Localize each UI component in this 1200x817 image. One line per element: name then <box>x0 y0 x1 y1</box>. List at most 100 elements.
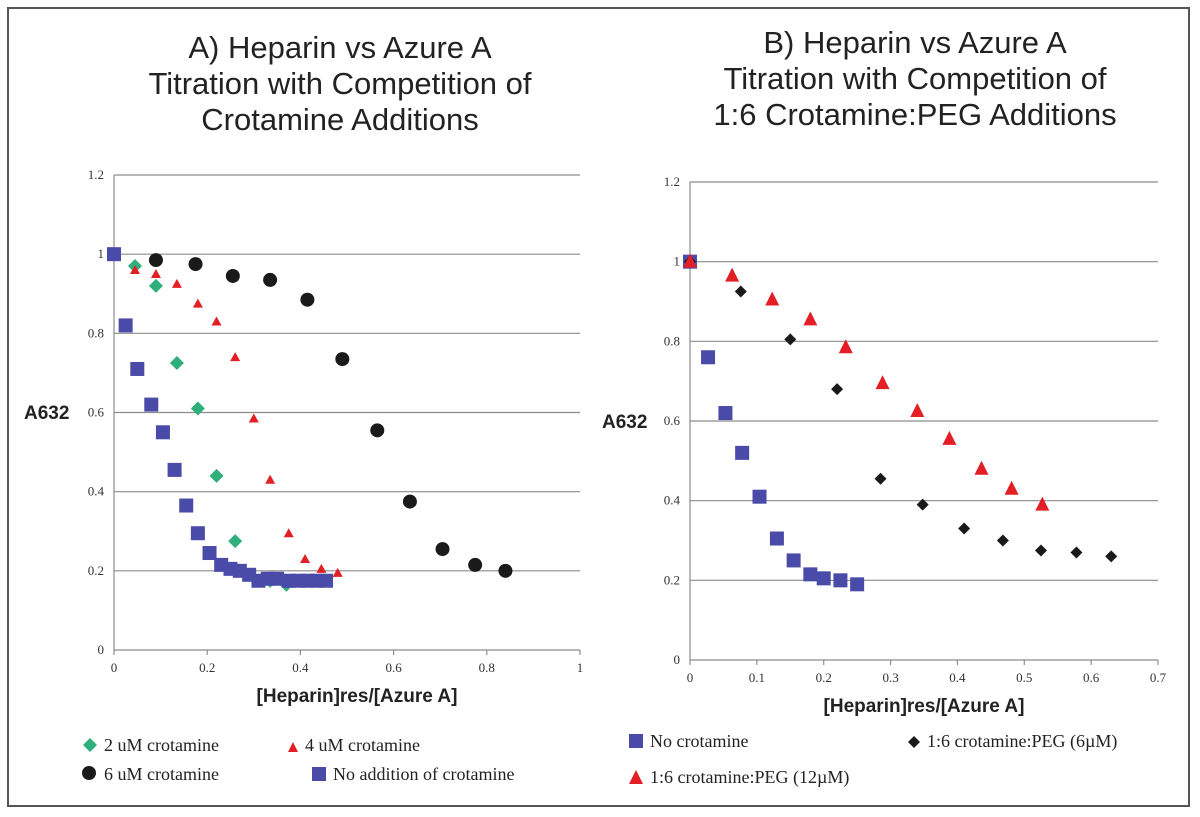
figure-frame <box>7 7 1190 807</box>
data-point <box>833 573 848 588</box>
data-point <box>1105 550 1118 563</box>
chart-a-plot: 0 0.2 0.4 0.6 0.8 1 1.2 0 0.2 0.4 0.6 0.8 1 [Heparin]… <box>24 167 584 707</box>
legend-item: 1:6 crotamine:PEG (6µM) <box>907 731 1117 752</box>
x-tick-label: 0.8 <box>479 660 495 675</box>
data-point <box>435 542 450 557</box>
y-tick-label: 0.4 <box>88 484 105 499</box>
legend-item: No crotamine <box>628 731 748 752</box>
y-tick-label: 0.2 <box>664 572 680 587</box>
blue-square-legend-icon <box>629 734 643 748</box>
y-tick-label: 0.6 <box>664 413 681 428</box>
red-triangle-legend-icon <box>288 742 298 752</box>
data-point <box>910 403 925 418</box>
data-point <box>850 577 865 592</box>
data-point <box>179 498 194 513</box>
data-point <box>118 318 133 333</box>
x-tick-label: 0.3 <box>882 670 898 685</box>
data-point <box>402 494 417 509</box>
x-tick-label: 0.6 <box>385 660 402 675</box>
data-point <box>263 272 278 287</box>
data-point <box>468 557 483 572</box>
data-point <box>718 406 733 421</box>
legend-item: 1:6 crotamine:PEG (12µM) <box>628 767 849 788</box>
y-axis-title: A632 <box>24 403 69 424</box>
x-tick-label: 0.4 <box>949 670 966 685</box>
y-tick-label: 0 <box>98 642 105 657</box>
data-point <box>803 311 818 326</box>
x-tick-label: 0 <box>111 660 118 675</box>
legend-item: 2 uM crotamine <box>82 735 219 756</box>
blue-square-legend-icon <box>312 767 326 781</box>
data-point <box>283 528 294 538</box>
legend-label: 1:6 crotamine:PEG (12µM) <box>650 767 850 787</box>
chart-b-title: B) Heparin vs Azure A Titration with Com… <box>630 25 1200 133</box>
data-point <box>169 356 184 371</box>
data-point <box>1004 480 1019 495</box>
data-point <box>188 257 203 272</box>
x-tick-label: 0.6 <box>1083 670 1100 685</box>
legend-label: 6 uM crotamine <box>104 764 219 784</box>
data-point <box>150 268 161 278</box>
x-tick-label: 1 <box>577 660 584 675</box>
data-point <box>319 573 334 588</box>
data-point <box>725 267 740 282</box>
legend-item: No addition of crotamine <box>311 764 514 785</box>
data-point <box>734 285 747 298</box>
x-axis-title: [Heparin]res/[Azure A] <box>257 686 458 707</box>
data-point <box>498 563 513 578</box>
legend-label: No crotamine <box>650 731 749 751</box>
black-circle-legend-icon <box>82 766 96 780</box>
chart-a-title-line: Crotamine Additions <box>201 102 479 137</box>
chart-b-plot: 0 0.2 0.4 0.6 0.8 1 1.2 0 0.1 0.2 0.3 0.4 0.5 0.6 0.7 [… <box>602 174 1167 717</box>
x-tick-label: 0.4 <box>292 660 309 675</box>
legend-item: 4 uM crotamine <box>287 735 420 756</box>
data-point <box>335 352 350 367</box>
green-diamond-legend-icon <box>83 738 97 752</box>
data-point <box>190 526 205 541</box>
data-point <box>265 474 276 484</box>
data-point <box>942 430 957 445</box>
data-point <box>683 253 697 268</box>
data-point <box>270 571 285 586</box>
data-point <box>765 291 780 306</box>
data-point <box>171 278 182 288</box>
y-tick-label: 1 <box>98 246 105 261</box>
y-tick-label: 1 <box>674 254 681 269</box>
data-point <box>786 553 801 568</box>
x-axis-title: [Heparin]res/[Azure A] <box>824 696 1025 717</box>
y-tick-label: 1.2 <box>664 174 680 189</box>
black-diamond-legend-icon <box>908 736 920 748</box>
data-point <box>230 352 241 362</box>
data-point <box>1035 496 1050 511</box>
data-point <box>803 567 818 582</box>
x-tick-label: 0.5 <box>1016 670 1032 685</box>
data-point <box>875 375 890 390</box>
data-point <box>155 425 170 440</box>
y-tick-label: 0.8 <box>88 325 104 340</box>
x-tick-label: 0 <box>687 670 694 685</box>
data-point <box>300 292 315 307</box>
y-tick-label: 0.4 <box>664 493 681 508</box>
y-tick-label: 1.2 <box>88 167 104 182</box>
data-point <box>1035 544 1047 557</box>
data-point <box>752 489 767 504</box>
data-point <box>701 350 716 365</box>
legend-label: 4 uM crotamine <box>305 735 420 755</box>
data-point <box>129 265 140 274</box>
data-point <box>1070 546 1083 559</box>
data-point <box>958 522 971 535</box>
data-point <box>300 553 311 563</box>
red-triangle-legend-icon <box>629 770 643 784</box>
data-point <box>816 571 831 586</box>
data-point <box>996 534 1009 547</box>
data-point <box>190 401 205 416</box>
data-point <box>192 298 203 308</box>
x-tick-label: 0.1 <box>749 670 765 685</box>
legend-label: 2 uM crotamine <box>104 735 219 755</box>
y-tick-label: 0.6 <box>88 405 105 420</box>
chart-a-title-line: A) Heparin vs Azure A <box>188 30 492 65</box>
data-point <box>784 333 797 346</box>
y-tick-label: 0.2 <box>88 563 104 578</box>
legend-label: 1:6 crotamine:PEG (6µM) <box>927 731 1118 751</box>
data-point <box>874 472 887 485</box>
